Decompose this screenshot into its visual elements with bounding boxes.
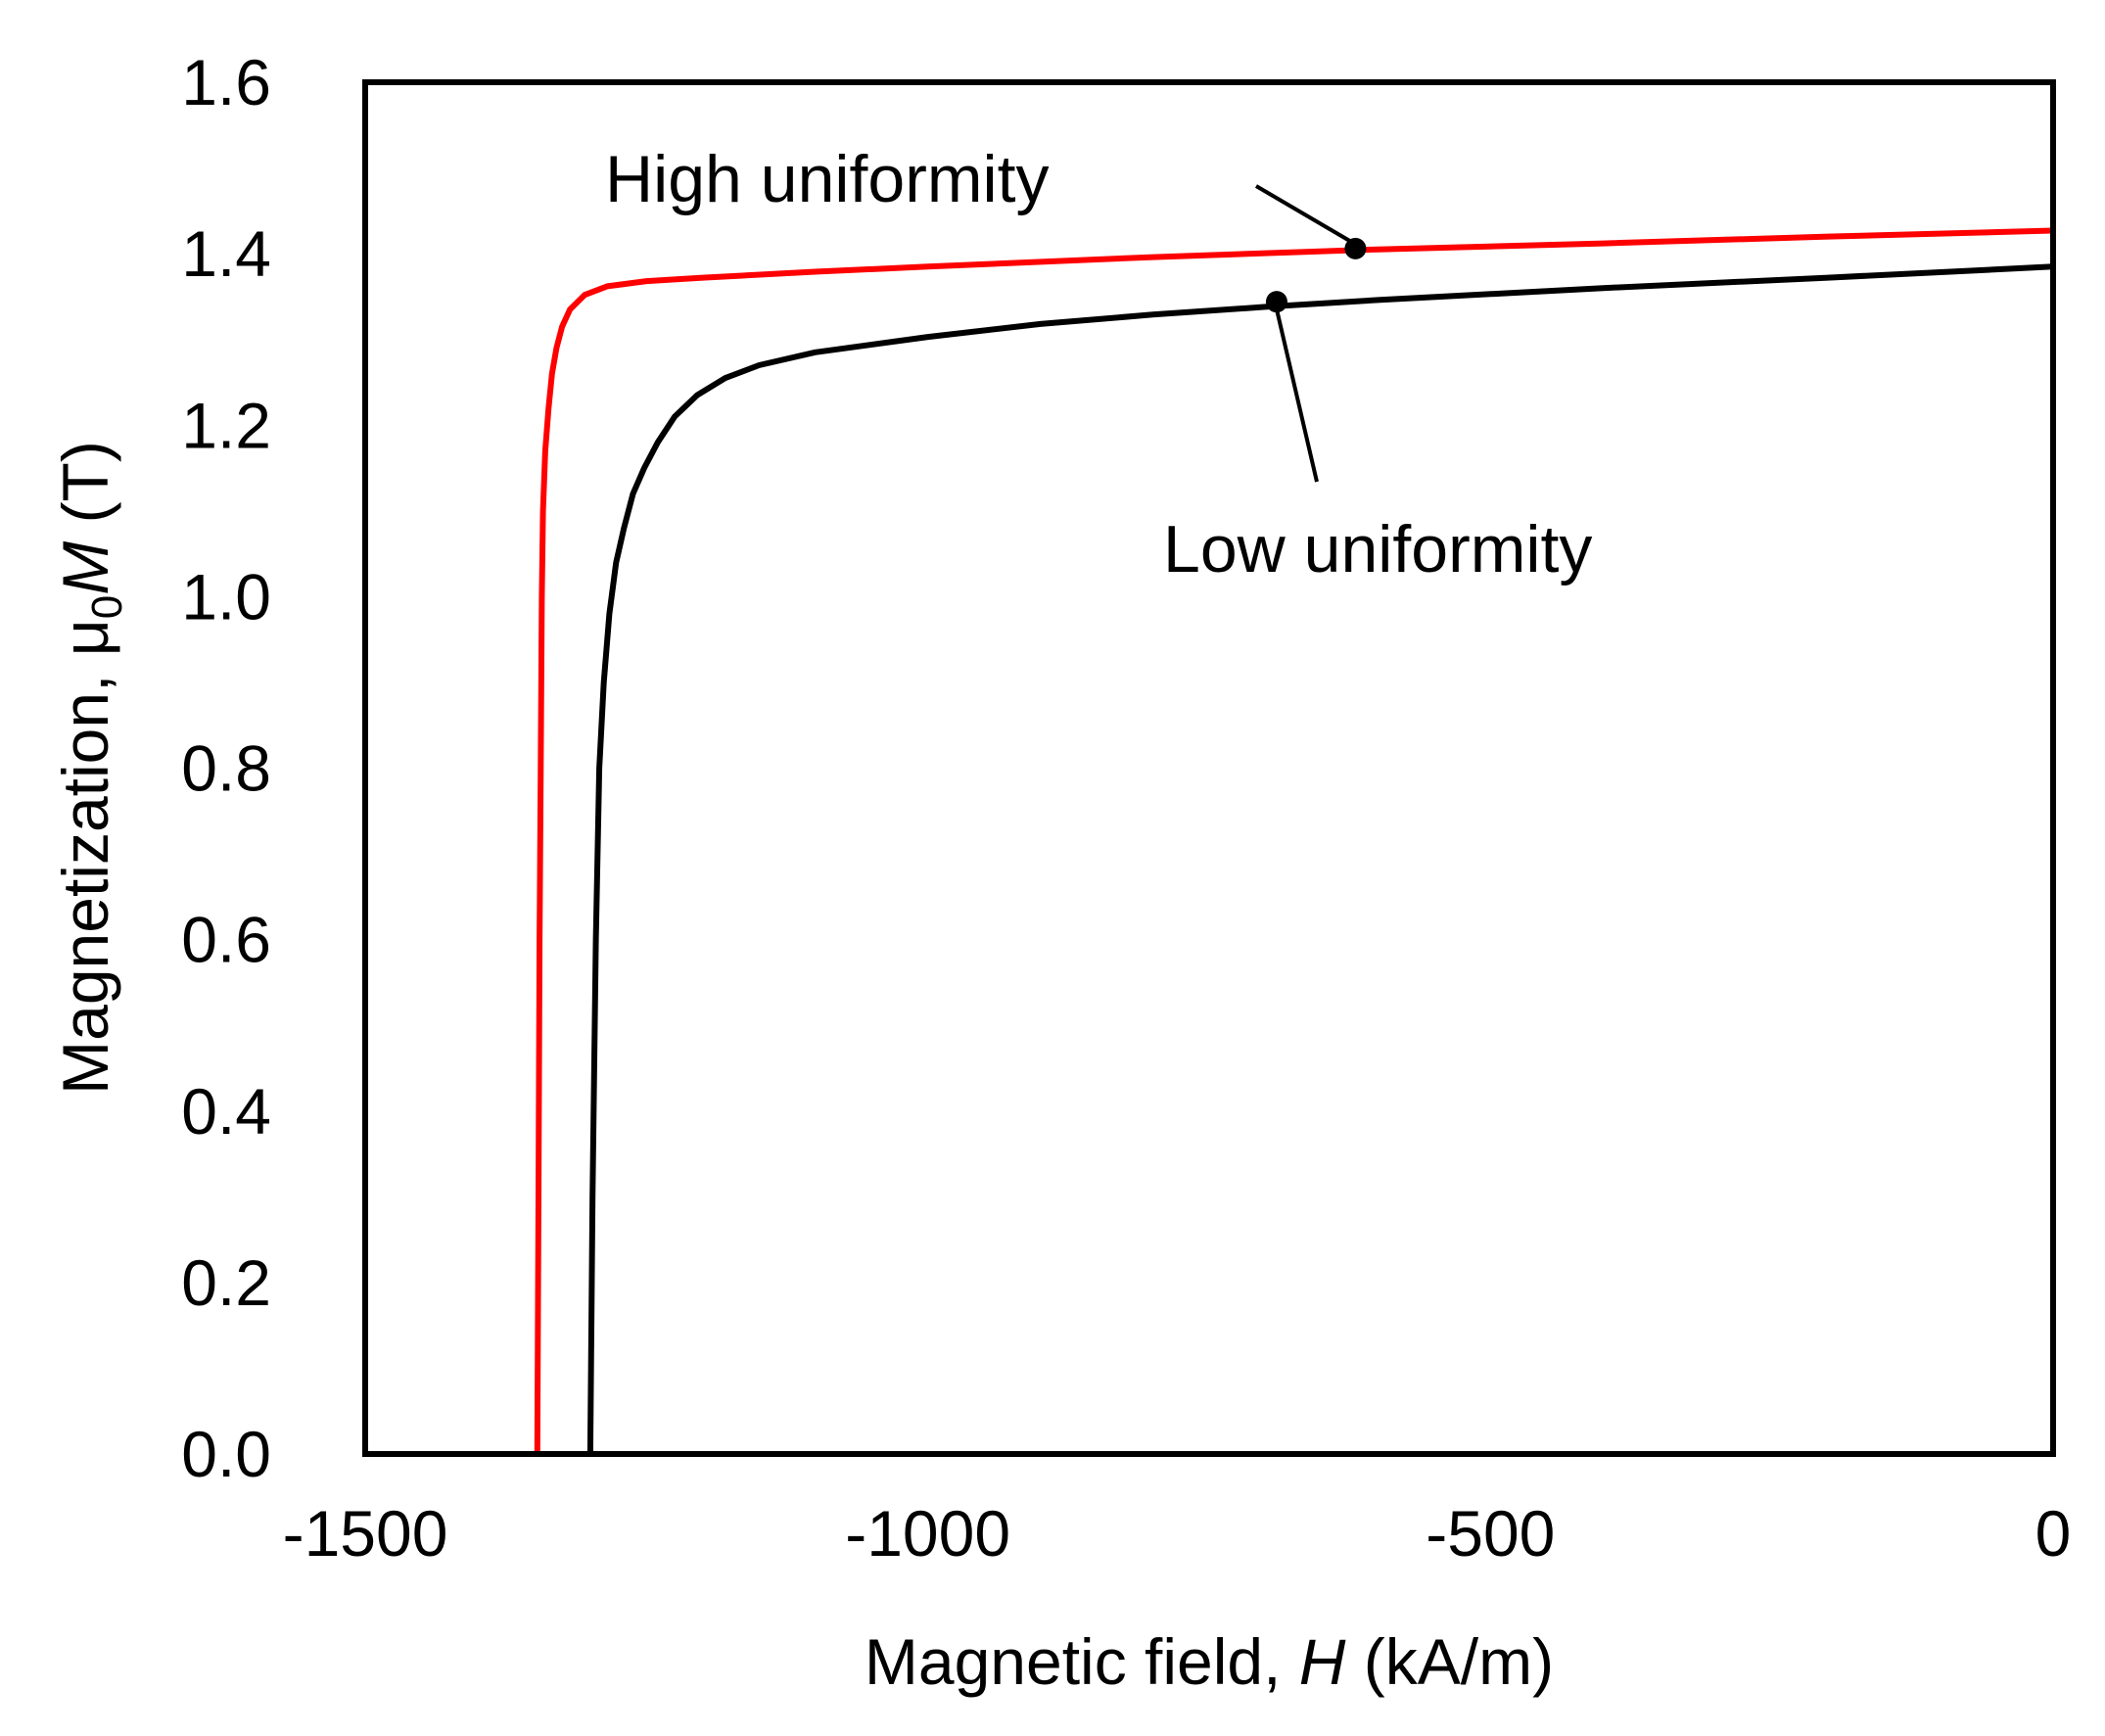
y-tick-label: 0.6 [181,904,271,976]
annotation-high-uniformity: High uniformity [605,142,1367,259]
y-tick-labels: 0.0 0.2 0.4 0.6 0.8 1.0 1.2 1.4 1.6 [181,46,271,1490]
y-tick-label: 1.4 [181,217,271,290]
y-axis-title-subscript: 0 [83,595,131,619]
x-axis-title-suffix: (kA/m) [1345,1625,1554,1698]
plot-frame [362,79,2056,1457]
x-axis-title-symbol: H [1299,1625,1346,1698]
x-axis-title-prefix: Magnetic field, [865,1625,1299,1698]
y-tick-label: 1.0 [181,560,271,633]
annotation-low-label: Low uniformity [1163,512,1592,586]
y-axis-title: Magnetization, μ0M (T) [49,441,131,1095]
annotation-high-dot [1344,237,1367,259]
annotation-low-dot [1265,291,1287,313]
series-layer [534,227,2056,1457]
y-tick-label: 1.6 [181,46,271,118]
y-tick-label: 0.0 [181,1418,271,1490]
y-tick-label: 1.2 [181,389,271,461]
annotation-high-leader [1254,184,1355,245]
series-line-high-uniformity [534,227,2056,1457]
x-tick-label: 0 [2035,1497,2072,1570]
x-tick-labels: -1500 -1000 -500 0 [283,1497,2072,1570]
x-axis-title: Magnetic field, H (kA/m) [865,1625,1554,1698]
annotation-low-leader [1275,308,1319,483]
y-tick-label: 0.8 [181,732,271,805]
annotation-high-label: High uniformity [605,142,1050,216]
annotation-low-uniformity: Low uniformity [1163,291,1592,586]
series-line-low-uniformity [586,263,2056,1457]
x-tick-label: -1500 [283,1497,448,1570]
y-tick-label: 0.2 [181,1246,271,1319]
y-axis-title-symbol: M [49,541,121,595]
y-axis-title-suffix: (T) [49,441,121,541]
y-axis-title-prefix: Magnetization, μ [49,619,121,1095]
y-tick-label: 0.4 [181,1075,271,1148]
x-tick-label: -500 [1426,1497,1555,1570]
x-tick-label: -1000 [845,1497,1010,1570]
